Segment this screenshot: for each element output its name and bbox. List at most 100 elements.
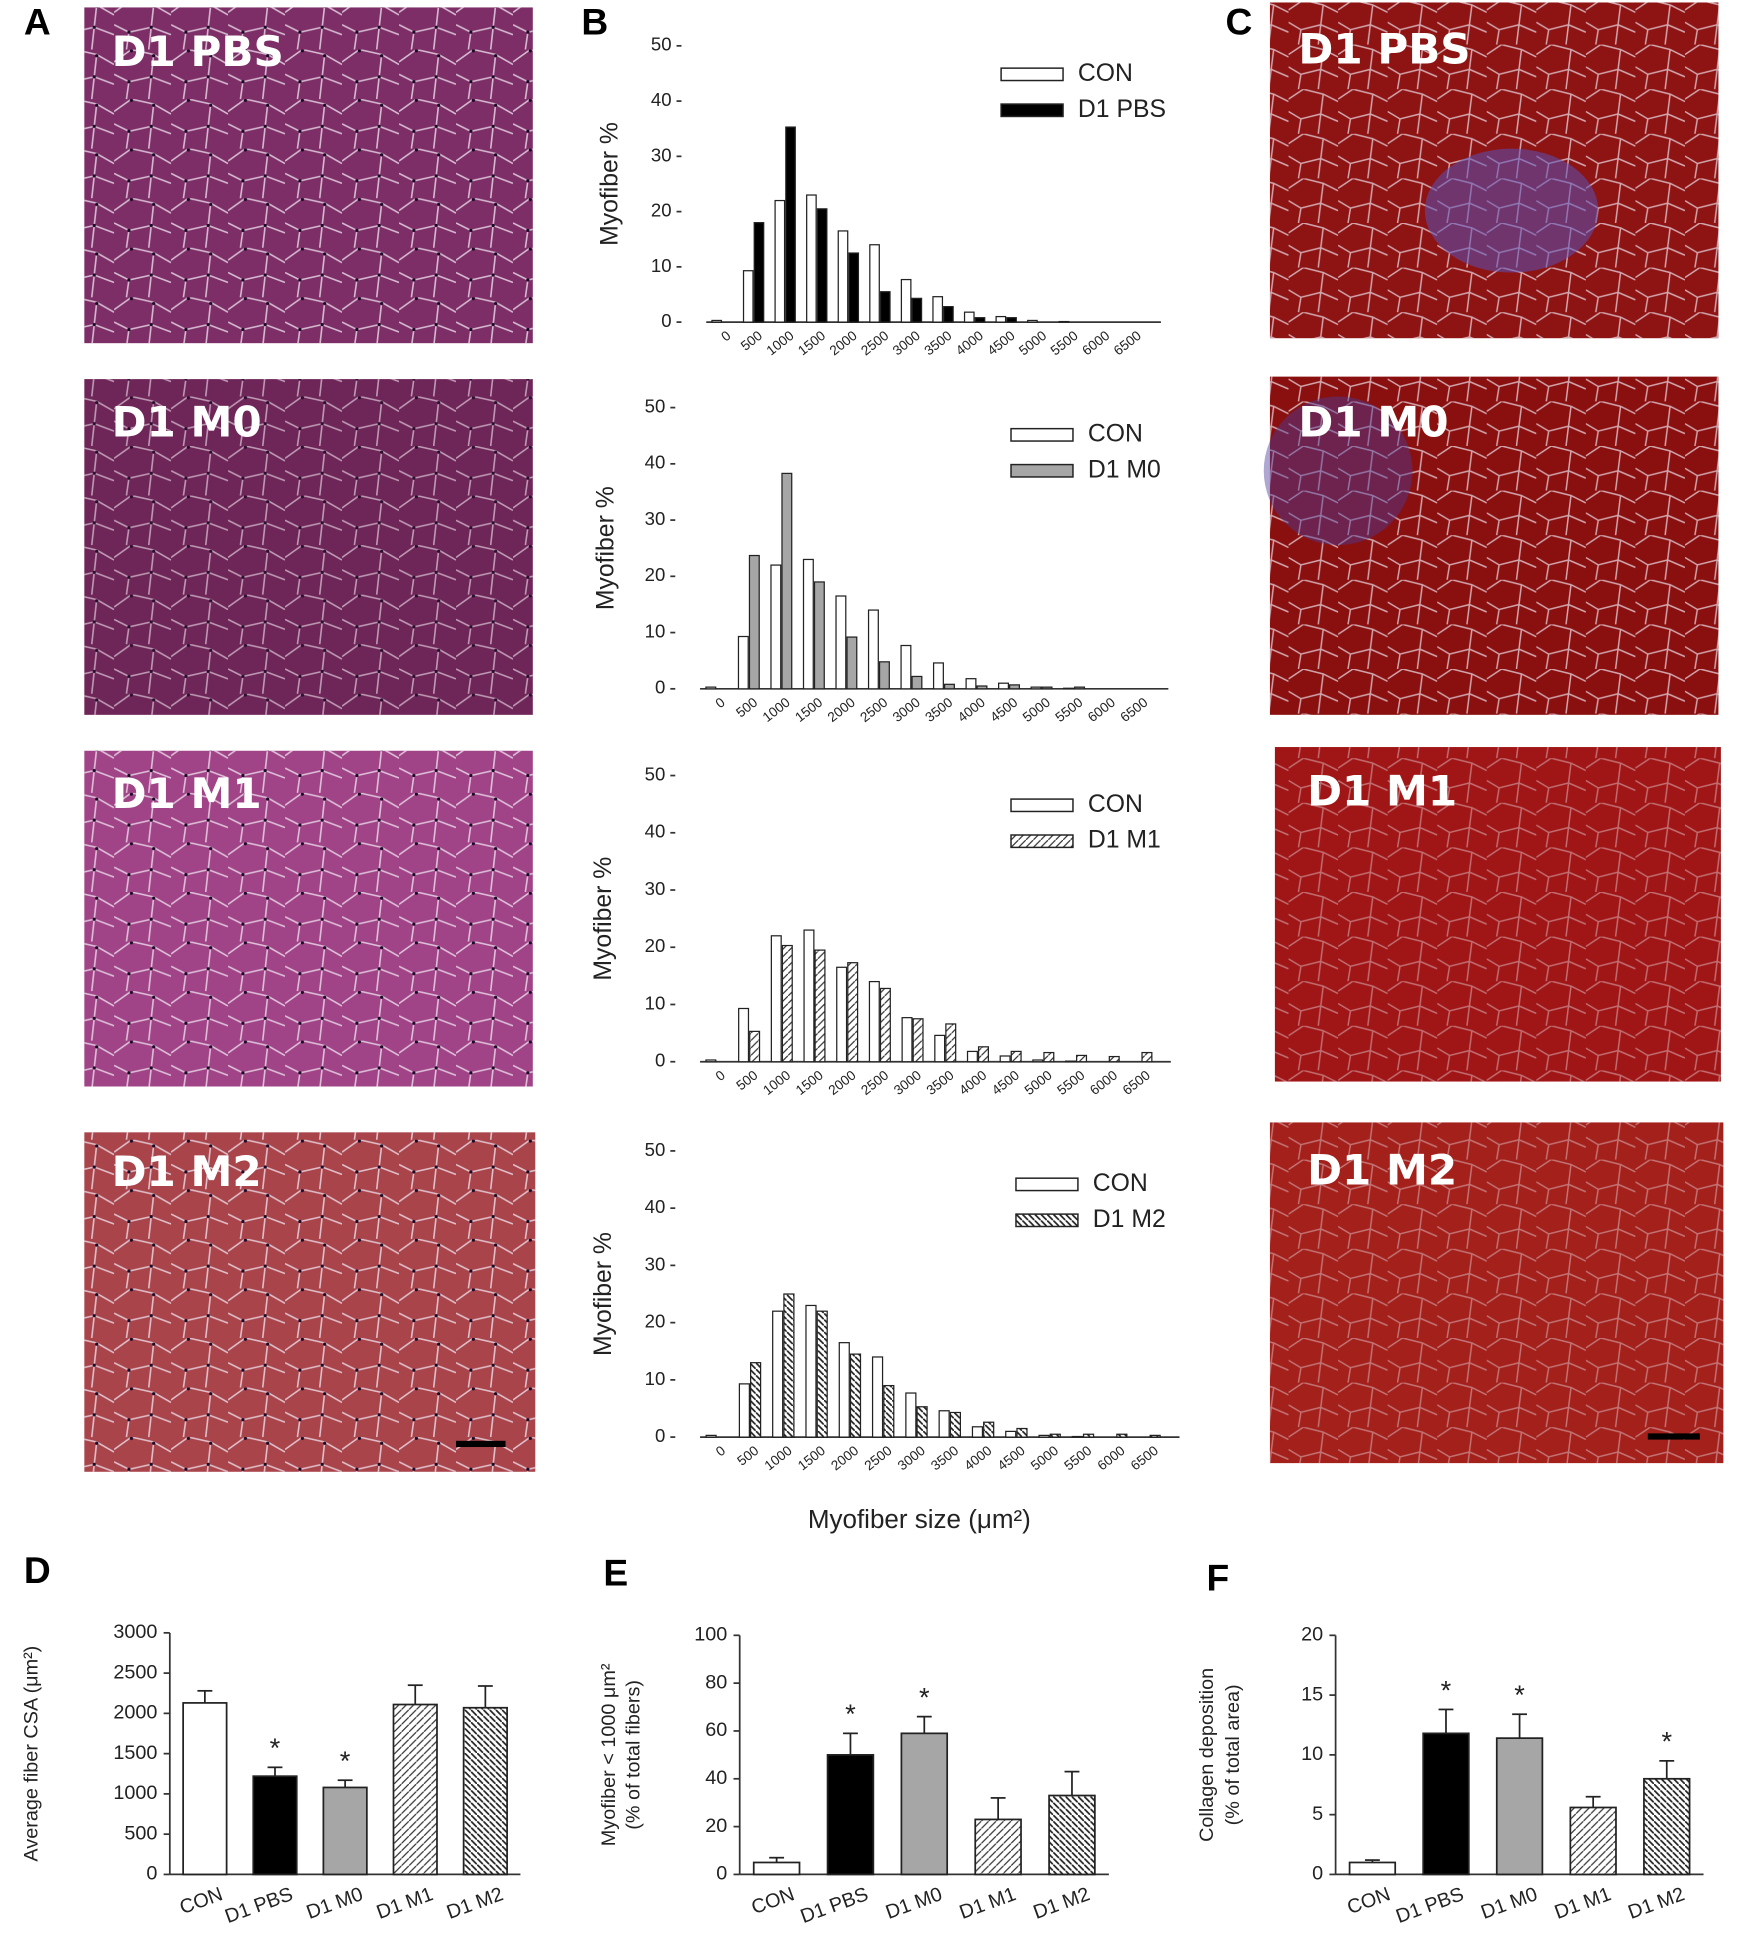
x-tick-label: CON [749, 1883, 798, 1919]
y-tick-label: 1000 [113, 1782, 157, 1804]
significance-label: * [919, 1681, 930, 1712]
panel-letter: C [1226, 1, 1253, 43]
x-tick-label: 2000 [828, 1443, 861, 1474]
y-tick-label: 0 [661, 310, 671, 331]
bar [781, 944, 793, 1063]
x-tick-label: 0 [713, 1443, 729, 1460]
legend-label: CON [1088, 420, 1143, 447]
x-tick-label: 4000 [956, 1067, 989, 1098]
bar [816, 1310, 828, 1438]
y-axis-label: Average fiber CSA (μm²) [21, 1646, 43, 1862]
x-tick-label: 500 [733, 1067, 760, 1093]
x-tick-label: CON [1344, 1883, 1393, 1919]
legend-label: D1 PBS [1078, 96, 1166, 123]
x-tick-label: 4500 [985, 328, 1018, 359]
micrograph-label: D1 M2 [112, 1147, 262, 1196]
significance-label: * [340, 1745, 351, 1776]
bar [900, 1732, 949, 1876]
legend-label: D1 M0 [1088, 456, 1161, 483]
y-tick-label: 15 [1301, 1683, 1323, 1705]
x-tick-label: 1500 [795, 1443, 828, 1474]
bar [838, 1342, 850, 1438]
bar [949, 1411, 961, 1438]
bar [847, 962, 859, 1063]
bar [705, 686, 717, 690]
bar [1569, 1806, 1617, 1876]
micrograph [1269, 2, 1719, 339]
x-tick-label: 2500 [862, 1443, 895, 1474]
legend-swatch [1000, 103, 1064, 118]
x-tick-label: 2500 [858, 328, 891, 359]
y-tick-label: 30 [651, 144, 672, 165]
y-axis-label: Myofiber % [590, 857, 617, 981]
y-tick-label: 2000 [113, 1702, 157, 1724]
y-tick-label: 40 [705, 1767, 727, 1789]
panel-letter: D [24, 1549, 51, 1591]
y-axis-label: (% of total fibers) [623, 1680, 645, 1830]
y-tick-label: 80 [705, 1671, 727, 1693]
y-tick-label: 40 [645, 821, 666, 842]
y-tick-label: 50 [651, 34, 672, 55]
bar [848, 252, 860, 323]
y-tick-label: 20 [651, 200, 672, 221]
x-tick-label: D1 M2 [1625, 1883, 1687, 1924]
y-tick-label: 20 [645, 564, 666, 585]
bar [182, 1702, 228, 1876]
bar [806, 194, 817, 323]
x-tick-label: D1 PBS [798, 1883, 872, 1928]
bar [803, 929, 815, 1063]
x-tick-label: 5000 [1022, 1067, 1055, 1098]
bar [705, 1434, 717, 1438]
x-tick-label: D1 PBS [1393, 1883, 1467, 1928]
bar [883, 1384, 895, 1438]
x-tick-label: 2500 [858, 1067, 891, 1098]
y-axis-label: Myofiber % [590, 1232, 617, 1356]
x-tick-label: 2000 [826, 1067, 859, 1098]
bar [1058, 320, 1070, 323]
bar [1027, 319, 1038, 323]
bar [1495, 1737, 1544, 1876]
micrograph-label: D1 M2 [1307, 1146, 1457, 1195]
legend-swatch [1010, 834, 1074, 849]
bar [869, 244, 880, 323]
bar [1348, 1861, 1397, 1876]
significance-label: * [270, 1732, 281, 1763]
legend-swatch [1015, 1177, 1079, 1192]
bar [879, 987, 891, 1063]
legend-swatch [1010, 463, 1074, 478]
x-tick-label: 1000 [762, 1443, 795, 1474]
x-tick-label: 0 [713, 694, 729, 711]
bar [846, 636, 858, 690]
bar [711, 319, 723, 323]
bar [814, 949, 826, 1063]
y-tick-label: 500 [124, 1822, 157, 1844]
micrograph-label: D1 PBS [112, 27, 284, 76]
x-tick-label: 4500 [989, 1067, 1022, 1098]
bar [963, 311, 975, 323]
y-tick-label: 60 [705, 1719, 727, 1741]
panel-letter: A [24, 1, 51, 43]
x-tick-label: 500 [734, 1443, 761, 1469]
bar [900, 278, 912, 323]
legend-swatch [1010, 427, 1074, 442]
bar [905, 1392, 917, 1438]
bar [805, 1304, 817, 1438]
legend-label: D1 M1 [1088, 827, 1161, 854]
bar [753, 222, 765, 323]
bar [911, 675, 923, 690]
bar [785, 126, 796, 323]
bar [742, 270, 754, 323]
bar [462, 1706, 508, 1876]
bar [901, 1017, 913, 1063]
x-tick-label: 2000 [825, 694, 858, 725]
y-tick-label: 30 [645, 878, 666, 899]
bar [1141, 1051, 1153, 1063]
x-tick-label: 5500 [1052, 694, 1085, 725]
x-tick-label: 3500 [921, 328, 954, 359]
bar [1643, 1777, 1691, 1876]
bar [802, 558, 814, 690]
bar [977, 1046, 989, 1063]
micrograph [84, 7, 533, 344]
x-tick-label: 4500 [995, 1443, 1028, 1474]
